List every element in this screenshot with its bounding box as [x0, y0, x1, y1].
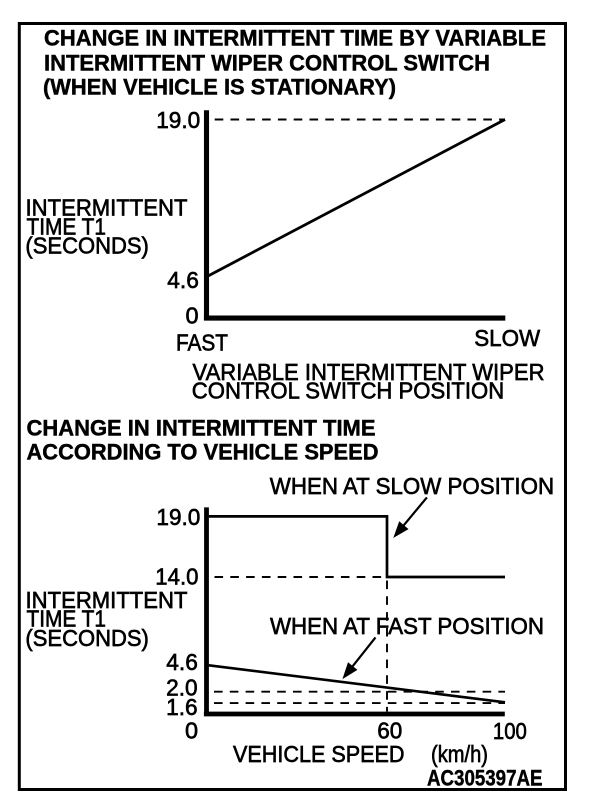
svg-text:100: 100 — [493, 718, 527, 744]
svg-text:0: 0 — [186, 303, 199, 329]
svg-text:TIME T1: TIME T1 — [27, 213, 107, 239]
svg-text:INTERMITTENT WIPER CONTROL SWI: INTERMITTENT WIPER CONTROL SWITCH — [44, 50, 490, 75]
svg-text:2.0: 2.0 — [166, 674, 198, 700]
svg-text:(SECONDS): (SECONDS) — [25, 625, 148, 651]
svg-text:AC305397AE: AC305397AE — [427, 766, 543, 791]
svg-text:INTERMITTENT: INTERMITTENT — [26, 587, 188, 613]
svg-text:INTERMITTENT: INTERMITTENT — [26, 195, 188, 221]
svg-text:WHEN AT SLOW POSITION: WHEN AT SLOW POSITION — [270, 473, 554, 499]
svg-text:1.6: 1.6 — [166, 694, 198, 720]
svg-text:CHANGE IN INTERMITTENT TIME BY: CHANGE IN INTERMITTENT TIME BY VARIABLE — [44, 26, 546, 51]
svg-text:19.0: 19.0 — [156, 107, 200, 133]
svg-text:4.6: 4.6 — [166, 649, 198, 675]
svg-text:WHEN AT FAST POSITION: WHEN AT FAST POSITION — [270, 613, 544, 639]
svg-text:VARIABLE INTERMITTENT WIPER: VARIABLE INTERMITTENT WIPER — [193, 359, 545, 385]
svg-text:(km/h): (km/h) — [431, 741, 488, 767]
svg-text:4.6: 4.6 — [167, 267, 199, 293]
svg-text:14.0: 14.0 — [155, 563, 198, 589]
svg-text:CONTROL SWITCH POSITION: CONTROL SWITCH POSITION — [192, 378, 504, 404]
svg-text:CHANGE IN INTERMITTENT TIME: CHANGE IN INTERMITTENT TIME — [27, 415, 376, 440]
svg-text:ACCORDING TO VEHICLE SPEED: ACCORDING TO VEHICLE SPEED — [27, 439, 379, 464]
svg-text:(SECONDS): (SECONDS) — [25, 232, 148, 258]
svg-text:60: 60 — [377, 718, 402, 744]
svg-text:TIME T1: TIME T1 — [27, 606, 107, 632]
svg-text:VEHICLE SPEED: VEHICLE SPEED — [233, 741, 405, 767]
svg-text:SLOW: SLOW — [474, 325, 541, 351]
svg-text:(WHEN VEHICLE IS STATIONARY): (WHEN VEHICLE IS STATIONARY) — [43, 75, 396, 100]
svg-text:0: 0 — [185, 717, 198, 743]
svg-text:19.0: 19.0 — [156, 504, 200, 530]
svg-text:FAST: FAST — [176, 330, 228, 356]
